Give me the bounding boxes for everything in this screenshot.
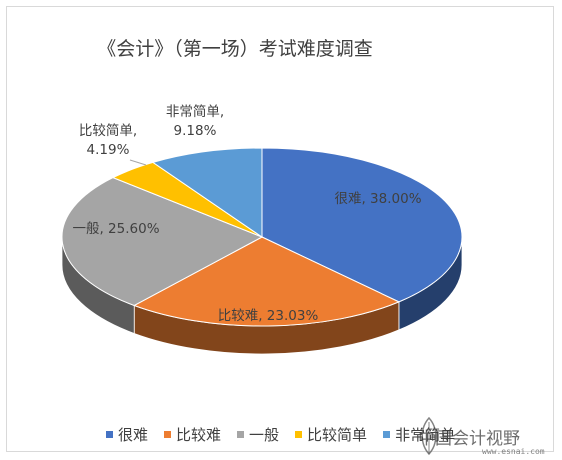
legend-swatch [164,431,172,438]
legend-item: 比较简单 [295,424,367,445]
watermark-url: www.esnai.com [482,447,545,456]
legend-swatch [106,431,113,438]
legend-item: 非常简单 [383,424,455,445]
legend-label: 非常简单 [395,426,456,444]
chart-title: 《会计》（第一场）考试难度调查 [97,38,373,60]
leader-line [129,159,147,166]
legend-item: 很难 [106,424,148,445]
data-label-4: 非常简单, 9.18% [166,103,224,139]
legend-item: 一般 [237,424,279,445]
legend-swatch [237,431,245,438]
pie-slice-4 [151,147,263,238]
data-labels: 很难, 38.00% 比较难, 23.03% 一般, 25.60% 比较简单, 4.19… [72,103,421,324]
watermark-text: 中国会计视野 [418,429,520,449]
pie-slice-1 [133,236,401,327]
pie-slice-0 [261,147,463,303]
pie-slice-2 [61,177,264,307]
data-label-3: 比较简单, 4.19% [79,122,137,158]
legend-swatch [383,431,391,438]
legend-swatch [295,431,303,438]
data-label-0: 很难, 38.00% [334,191,421,207]
legend-item: 比较难 [164,424,221,445]
legend: 很难 比较难 一般 比较简单 非常简单 [106,424,455,445]
data-label-1: 比较难, 23.03% [218,308,319,324]
data-label-2: 一般, 25.60% [72,221,159,237]
legend-label: 一般 [249,426,280,444]
legend-label: 很难 [118,426,149,444]
legend-label: 比较简单 [307,426,368,444]
leaf-logo-icon [421,416,437,456]
pie-slices [61,147,463,327]
legend-label: 比较难 [176,426,222,444]
